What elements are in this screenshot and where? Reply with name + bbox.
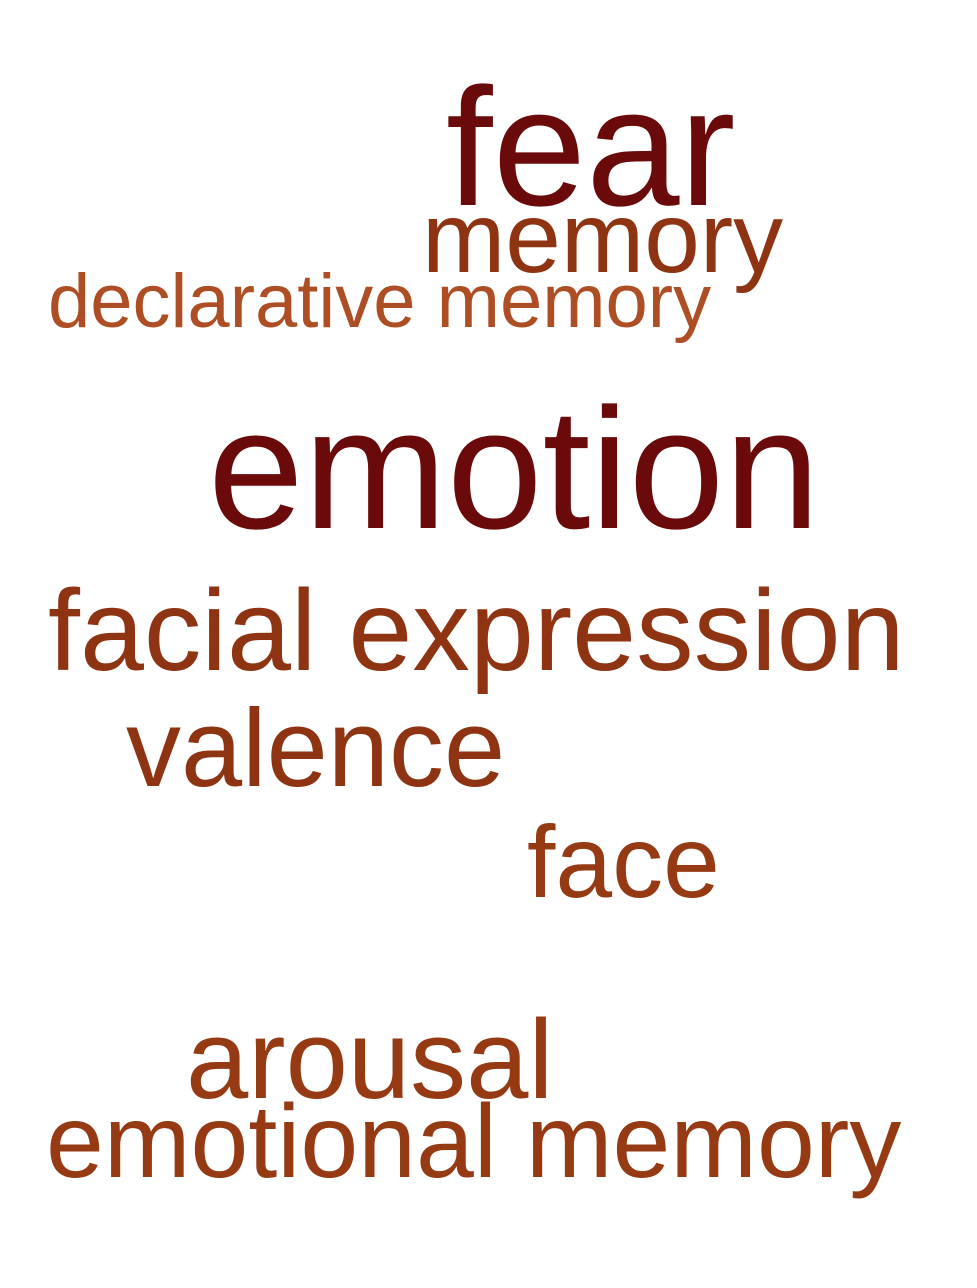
word-valence: valence (126, 687, 506, 810)
word-facial-expression: facial expression (48, 567, 905, 695)
word-arousal: arousal (186, 997, 554, 1122)
word-memory: memory (422, 182, 784, 294)
word-face: face (527, 805, 720, 919)
word-emotion: emotion (208, 373, 820, 565)
word-fear: fear (446, 53, 736, 241)
word-emotional-memory: emotional memory (46, 1084, 902, 1200)
word-declarative-memory: declarative memory (48, 259, 712, 344)
